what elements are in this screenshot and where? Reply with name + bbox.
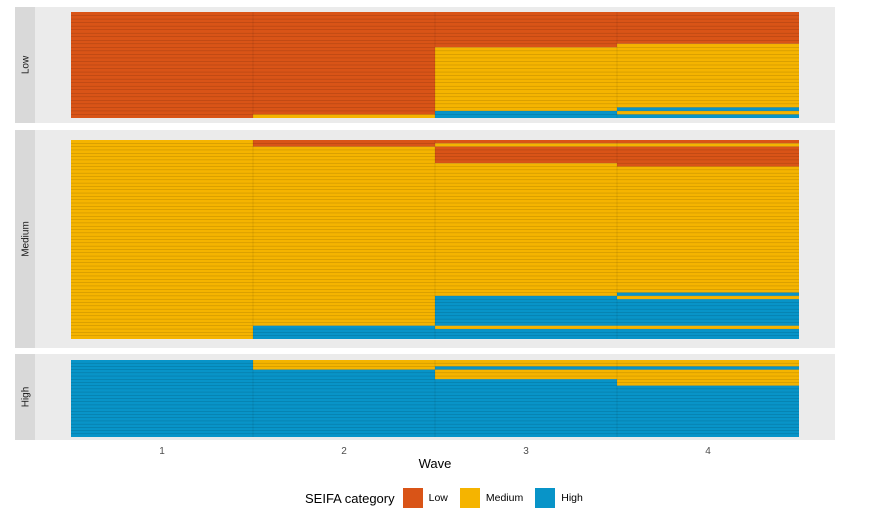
strip-label-low: Low — [21, 55, 32, 74]
bar-low-wave2-seg2 — [253, 114, 435, 118]
bar-medium-wave3-seg4 — [435, 163, 617, 296]
bar-medium-wave3-seg3 — [435, 146, 617, 164]
bar-low-wave4-seg4 — [617, 110, 799, 115]
legend-key-low — [402, 488, 423, 508]
bar-medium-wave1-seg1 — [71, 140, 253, 339]
bar-low-wave1-seg1 — [71, 12, 253, 118]
legend-item-low: Low — [402, 488, 456, 508]
bar-high-wave4-seg1 — [617, 360, 799, 367]
legend: SEIFA category Low Medium High — [305, 488, 595, 508]
bar-medium-wave3-seg5 — [435, 295, 617, 326]
strip-label-medium: Medium — [21, 221, 32, 257]
strip-low — [15, 7, 35, 123]
legend-label-high: High — [561, 492, 583, 504]
bar-medium-wave3-seg2 — [435, 143, 617, 147]
strip-label-high: High — [21, 387, 32, 408]
legend-item-high: High — [535, 488, 591, 508]
strip-medium — [15, 130, 35, 348]
strip-high — [15, 354, 35, 440]
bar-low-wave4-seg1 — [617, 12, 799, 44]
bar-high-wave2-seg1 — [253, 360, 435, 370]
bar-high-wave4-seg3 — [617, 369, 799, 386]
legend-label-medium: Medium — [485, 492, 524, 504]
bar-medium-wave4-seg6 — [617, 295, 799, 300]
bar-medium-wave4-seg3 — [617, 146, 799, 167]
bar-high-wave3-seg2 — [435, 366, 617, 370]
legend-key-high — [535, 488, 556, 508]
bar-high-wave4-seg2 — [617, 366, 799, 370]
bar-medium-wave4-seg7 — [617, 299, 799, 326]
bar-medium-wave3-seg6 — [435, 325, 617, 330]
bar-medium-wave4-seg4 — [617, 166, 799, 293]
bar-low-wave2-seg1 — [253, 12, 435, 115]
legend-key-medium — [459, 488, 480, 508]
x-tick-label-1: 1 — [159, 446, 165, 457]
bar-high-wave4-seg4 — [617, 385, 799, 437]
bar-high-wave1-seg1 — [71, 360, 253, 437]
bar-low-wave3-seg1 — [435, 12, 617, 48]
bar-medium-wave2-seg2 — [253, 146, 435, 326]
bar-medium-wave2-seg1 — [253, 140, 435, 147]
bar-high-wave3-seg1 — [435, 360, 617, 367]
bar-low-wave4-seg5 — [617, 114, 799, 118]
bar-high-wave3-seg4 — [435, 379, 617, 437]
bar-high-wave3-seg3 — [435, 369, 617, 380]
legend-item-medium: Medium — [459, 488, 531, 508]
bar-medium-wave2-seg3 — [253, 325, 435, 339]
bar-low-wave3-seg3 — [435, 110, 617, 118]
x-tick-label-4: 4 — [705, 446, 711, 457]
bar-medium-wave4-seg8 — [617, 325, 799, 330]
bar-medium-wave4-seg5 — [617, 292, 799, 296]
bar-medium-wave4-seg9 — [617, 329, 799, 339]
bar-high-wave2-seg2 — [253, 369, 435, 437]
legend-title: SEIFA category — [305, 490, 395, 506]
bar-medium-wave3-seg7 — [435, 329, 617, 339]
bar-medium-wave4-seg1 — [617, 140, 799, 144]
x-tick-label-2: 2 — [341, 446, 347, 457]
x-axis-title: Wave — [419, 456, 452, 471]
legend-label-low: Low — [428, 492, 448, 504]
bar-low-wave4-seg3 — [617, 107, 799, 111]
bar-medium-wave3-seg1 — [435, 140, 617, 144]
bar-low-wave4-seg2 — [617, 43, 799, 108]
x-tick-label-3: 3 — [523, 446, 529, 457]
bar-medium-wave4-seg2 — [617, 143, 799, 147]
bar-low-wave3-seg2 — [435, 47, 617, 111]
